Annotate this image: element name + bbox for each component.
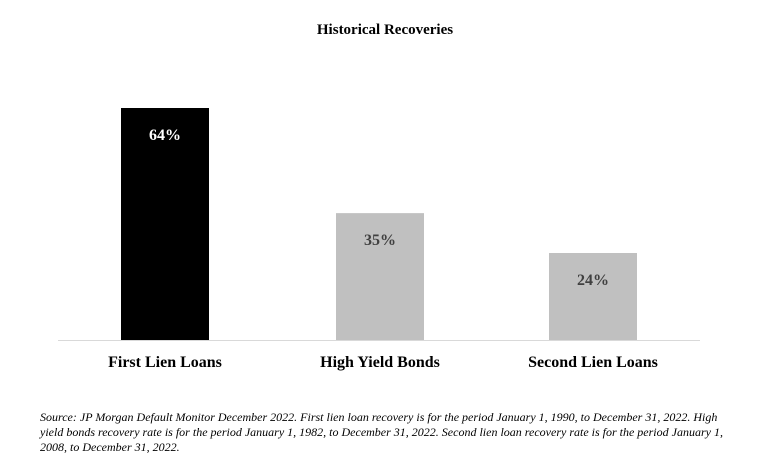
category-label-1: First Lien Loans [108, 354, 222, 371]
chart-title: Historical Recoveries [316, 22, 454, 38]
bar-value-label-2: 35% [364, 232, 396, 249]
bar-value-label-3: 24% [577, 272, 609, 289]
bar-2 [336, 213, 424, 340]
bar-3 [549, 253, 637, 340]
category-label-2: High Yield Bonds [320, 354, 440, 371]
category-label-3: Second Lien Loans [528, 354, 658, 371]
source-footnote: Source: JP Morgan Default Monitor Decemb… [40, 410, 723, 454]
bar-1 [121, 108, 209, 340]
bar-chart: 64% First Lien Loans 35% High Yield Bonds 24… [58, 108, 700, 371]
bar-value-label-1: 64% [149, 127, 181, 144]
